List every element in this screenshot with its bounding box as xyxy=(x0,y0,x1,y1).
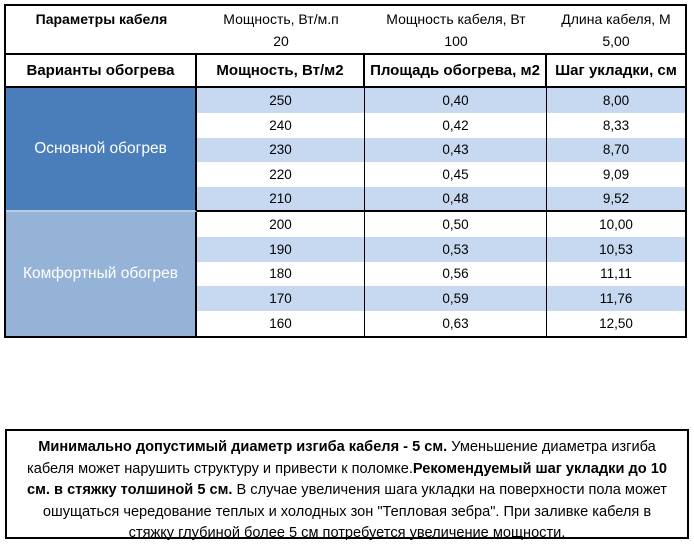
param-label-cable-power: Мощность кабеля, Вт xyxy=(386,11,526,27)
cell-power: 230 xyxy=(197,137,365,163)
cell-step: 9,52 xyxy=(547,187,685,212)
spacer xyxy=(6,30,197,51)
cell-step: 11,76 xyxy=(547,286,685,312)
header-area: Площадь обогрева, м2 xyxy=(365,55,547,86)
header-variants: Варианты обогрева xyxy=(6,55,197,86)
cell-area: 0,56 xyxy=(365,261,547,287)
note-segment: Минимально допустимый диаметр изгиба каб… xyxy=(38,439,448,455)
param-label-cable-length: Длина кабеля, М xyxy=(561,11,671,27)
cell-area: 0,63 xyxy=(365,311,547,336)
param-value-cable-power: 100 xyxy=(444,32,468,49)
param-value-cable-length: 5,00 xyxy=(602,32,630,49)
params-title: Параметры кабеля xyxy=(35,11,168,27)
cell-step: 12,50 xyxy=(547,311,685,336)
cell-power: 190 xyxy=(197,236,365,262)
heating-table-body: Основной обогрев Комфортный обогрев 250 … xyxy=(6,88,685,336)
param-label-power-per-meter: Мощность, Вт/м.п xyxy=(223,11,339,27)
section-label-main-heating: Основной обогрев xyxy=(6,88,197,212)
cable-params-block: Параметры кабеля Мощность, Вт/м.п Мощнос… xyxy=(6,6,685,55)
cell-power: 240 xyxy=(197,112,365,138)
cell-area: 0,43 xyxy=(365,137,547,163)
section-label-comfort-heating: Комфортный обогрев xyxy=(6,211,197,336)
cell-area: 0,42 xyxy=(365,112,547,138)
note-segment: В случае увеличения шага укладки на пове… xyxy=(42,482,667,542)
cell-step: 9,09 xyxy=(547,162,685,188)
cell-area: 0,50 xyxy=(365,211,547,237)
note-block: Минимально допустимый диаметр изгиба каб… xyxy=(5,429,689,542)
heating-table-header: Варианты обогрева Мощность, Вт/м2 Площад… xyxy=(6,55,685,88)
param-value-power-per-meter: 20 xyxy=(273,32,289,49)
cell-step: 8,33 xyxy=(547,112,685,138)
cell-area: 0,45 xyxy=(365,162,547,188)
cell-step: 11,11 xyxy=(547,261,685,287)
cell-power: 160 xyxy=(197,311,365,336)
cell-power: 200 xyxy=(197,211,365,237)
note-segment: Рекомендуемый шаг укладки до 10 см. в ст… xyxy=(27,460,667,499)
cell-area: 0,48 xyxy=(365,187,547,212)
cell-step: 8,70 xyxy=(547,137,685,163)
cell-power: 220 xyxy=(197,162,365,188)
cell-area: 0,59 xyxy=(365,286,547,312)
cell-step: 10,00 xyxy=(547,211,685,237)
header-power: Мощность, Вт/м2 xyxy=(197,55,365,86)
header-step: Шаг укладки, см xyxy=(555,62,677,79)
cell-power: 180 xyxy=(197,261,365,287)
cell-step: 8,00 xyxy=(547,88,685,113)
cable-parameters-table: Параметры кабеля Мощность, Вт/м.п Мощнос… xyxy=(4,4,687,338)
cell-power: 250 xyxy=(197,88,365,113)
cell-step: 10,53 xyxy=(547,236,685,262)
cell-power: 170 xyxy=(197,286,365,312)
cell-power: 210 xyxy=(197,187,365,212)
note-segment: Уменьшение диаметра изгиба кабеля может … xyxy=(27,439,656,477)
cell-area: 0,53 xyxy=(365,236,547,262)
cell-area: 0,40 xyxy=(365,88,547,113)
